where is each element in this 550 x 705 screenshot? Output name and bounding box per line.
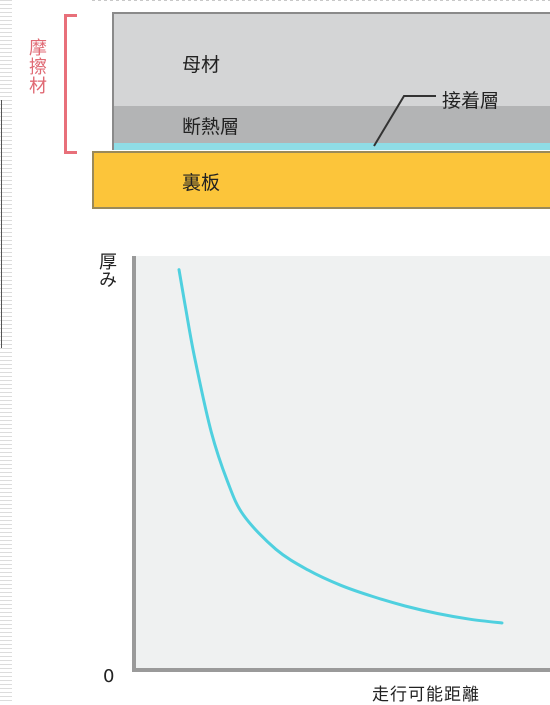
thickness-curve [177, 268, 504, 625]
x-axis-label: 走行可能距離 [372, 685, 480, 705]
back-plate-label: 裏板 [182, 172, 221, 194]
y-axis-label: 厚み [96, 252, 117, 288]
adhesive-layer-label: 接着層 [442, 90, 500, 112]
insulation-layer-label: 断熱層 [182, 116, 240, 138]
origin-label: 0 [103, 666, 115, 687]
insulation-layer: 断熱層 [112, 106, 550, 143]
adhesive-layer [112, 143, 550, 150]
back-plate-layer: 裏板 [92, 151, 550, 209]
margin-strip [0, 0, 12, 704]
friction-material-bracket [64, 14, 77, 154]
friction-material-label: 摩擦材 [26, 38, 47, 95]
top-dashed-line [92, 0, 550, 1]
adhesive-leader-line [373, 95, 436, 147]
base-material-layer: 母材 [112, 12, 550, 108]
base-material-label: 母材 [182, 54, 221, 76]
margin-line [1, 100, 2, 348]
plot-background [134, 256, 550, 670]
